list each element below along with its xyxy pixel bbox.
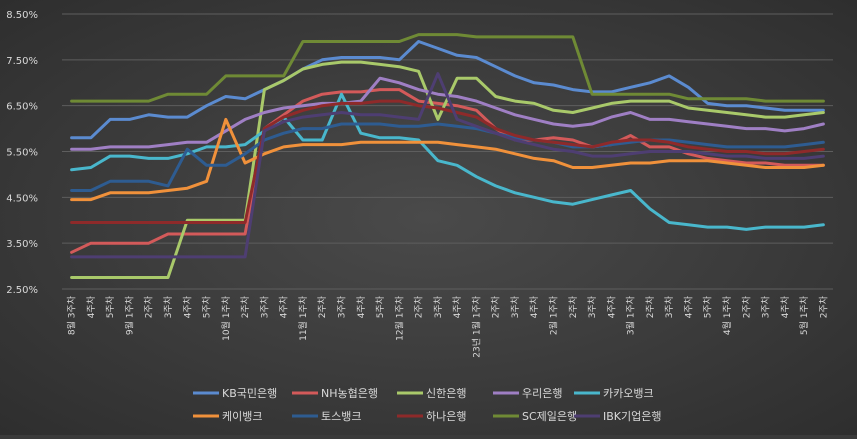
x-tick-label: 23년 1월 1주차: [470, 295, 482, 357]
series-line: [70, 76, 825, 151]
series-lines: [70, 33, 825, 279]
x-tick-label: 3주차: [760, 295, 772, 318]
x-tick-label: 4주차: [528, 295, 540, 318]
x-tick-label: 2주차: [143, 295, 155, 318]
x-tick-label: 2주차: [567, 295, 579, 318]
x-tick-label: 3주차: [162, 295, 174, 318]
x-tick-label: 3주차: [432, 295, 444, 318]
series-line: [70, 122, 825, 192]
y-tick-label: 2.50%: [6, 285, 38, 296]
x-tick-label: 3주차: [663, 295, 675, 318]
series-line: [70, 92, 825, 231]
x-tick-label: 4월 1주차: [721, 295, 733, 335]
x-tick-label: 4주차: [278, 295, 290, 318]
y-tick-label: 3.50%: [6, 239, 38, 250]
legend-label: 케이뱅크: [222, 410, 262, 423]
legend-label: IBK기업은행: [603, 410, 661, 423]
series-line: [70, 117, 825, 202]
x-tick-label: 3주차: [509, 295, 521, 318]
x-axis-ticks: 8월 3주차 4주차 5주차 9월 1주차 2주차 3주차 4주차 5주차 10월 1주차 2주차…: [66, 295, 830, 357]
x-tick-label: 3주차: [258, 295, 270, 318]
y-tick-label: 7.50%: [6, 56, 38, 67]
x-tick-label: 2주차: [644, 295, 656, 318]
x-tick-label: 2주차: [490, 295, 502, 318]
series-line: [70, 88, 825, 254]
x-tick-label: 5주차: [104, 295, 116, 318]
x-tick-label: 4주차: [682, 295, 694, 318]
x-tick-label: 5주차: [702, 295, 714, 318]
x-tick-label: 2주차: [817, 295, 829, 318]
legend-label: 토스뱅크: [321, 410, 361, 423]
y-tick-label: 6.50%: [6, 102, 38, 113]
x-tick-label: 2주차: [239, 295, 251, 318]
legend-label: SC제일은행: [522, 409, 577, 423]
x-tick-label: 10월 1주차: [220, 295, 232, 341]
legend-label: 카카오뱅크: [603, 387, 654, 400]
legend-label: 우리은행: [522, 387, 562, 400]
x-tick-label: 4주차: [85, 295, 97, 318]
x-tick-label: 9월 1주차: [123, 295, 135, 335]
x-tick-label: 4주차: [451, 295, 463, 318]
x-tick-label: 4주차: [355, 295, 367, 318]
y-tick-label: 5.50%: [6, 148, 38, 159]
x-tick-label: 3주차: [335, 295, 347, 318]
x-tick-label: 4주차: [605, 295, 617, 318]
x-tick-label: 3월 1주차: [625, 295, 637, 335]
x-tick-label: 2주차: [413, 295, 425, 318]
series-line: [70, 40, 825, 140]
x-tick-label: 5주차: [201, 295, 213, 318]
x-tick-label: 2월 1주차: [548, 295, 560, 335]
legend-label: KB국민은행: [222, 387, 277, 400]
y-tick-label: 4.50%: [6, 193, 38, 204]
series-line: [70, 99, 825, 224]
y-tick-label: 8.50%: [6, 10, 38, 21]
x-tick-label: 5월 1주차: [798, 295, 810, 335]
x-tick-label: 3주차: [586, 295, 598, 318]
series-line: [70, 72, 825, 259]
series-line: [70, 33, 825, 103]
x-tick-label: 8월 3주차: [66, 295, 78, 335]
x-tick-label: 11월 1주차: [297, 295, 309, 341]
legend-label: NH농협은행: [321, 387, 378, 400]
legend-label: 신한은행: [426, 387, 466, 400]
legend-label: 하나은행: [426, 409, 466, 423]
x-tick-label: 2주차: [316, 295, 328, 318]
x-tick-label: 2주차: [740, 295, 752, 318]
x-tick-label: 4주차: [181, 295, 193, 318]
x-tick-label: 12월 1주차: [393, 295, 405, 341]
y-axis-ticks: 2.50% 3.50% 4.50% 5.50% 6.50% 7.50% 8.50%: [6, 10, 38, 296]
x-tick-label: 5주차: [374, 295, 386, 318]
x-tick-label: 4주차: [779, 295, 791, 318]
